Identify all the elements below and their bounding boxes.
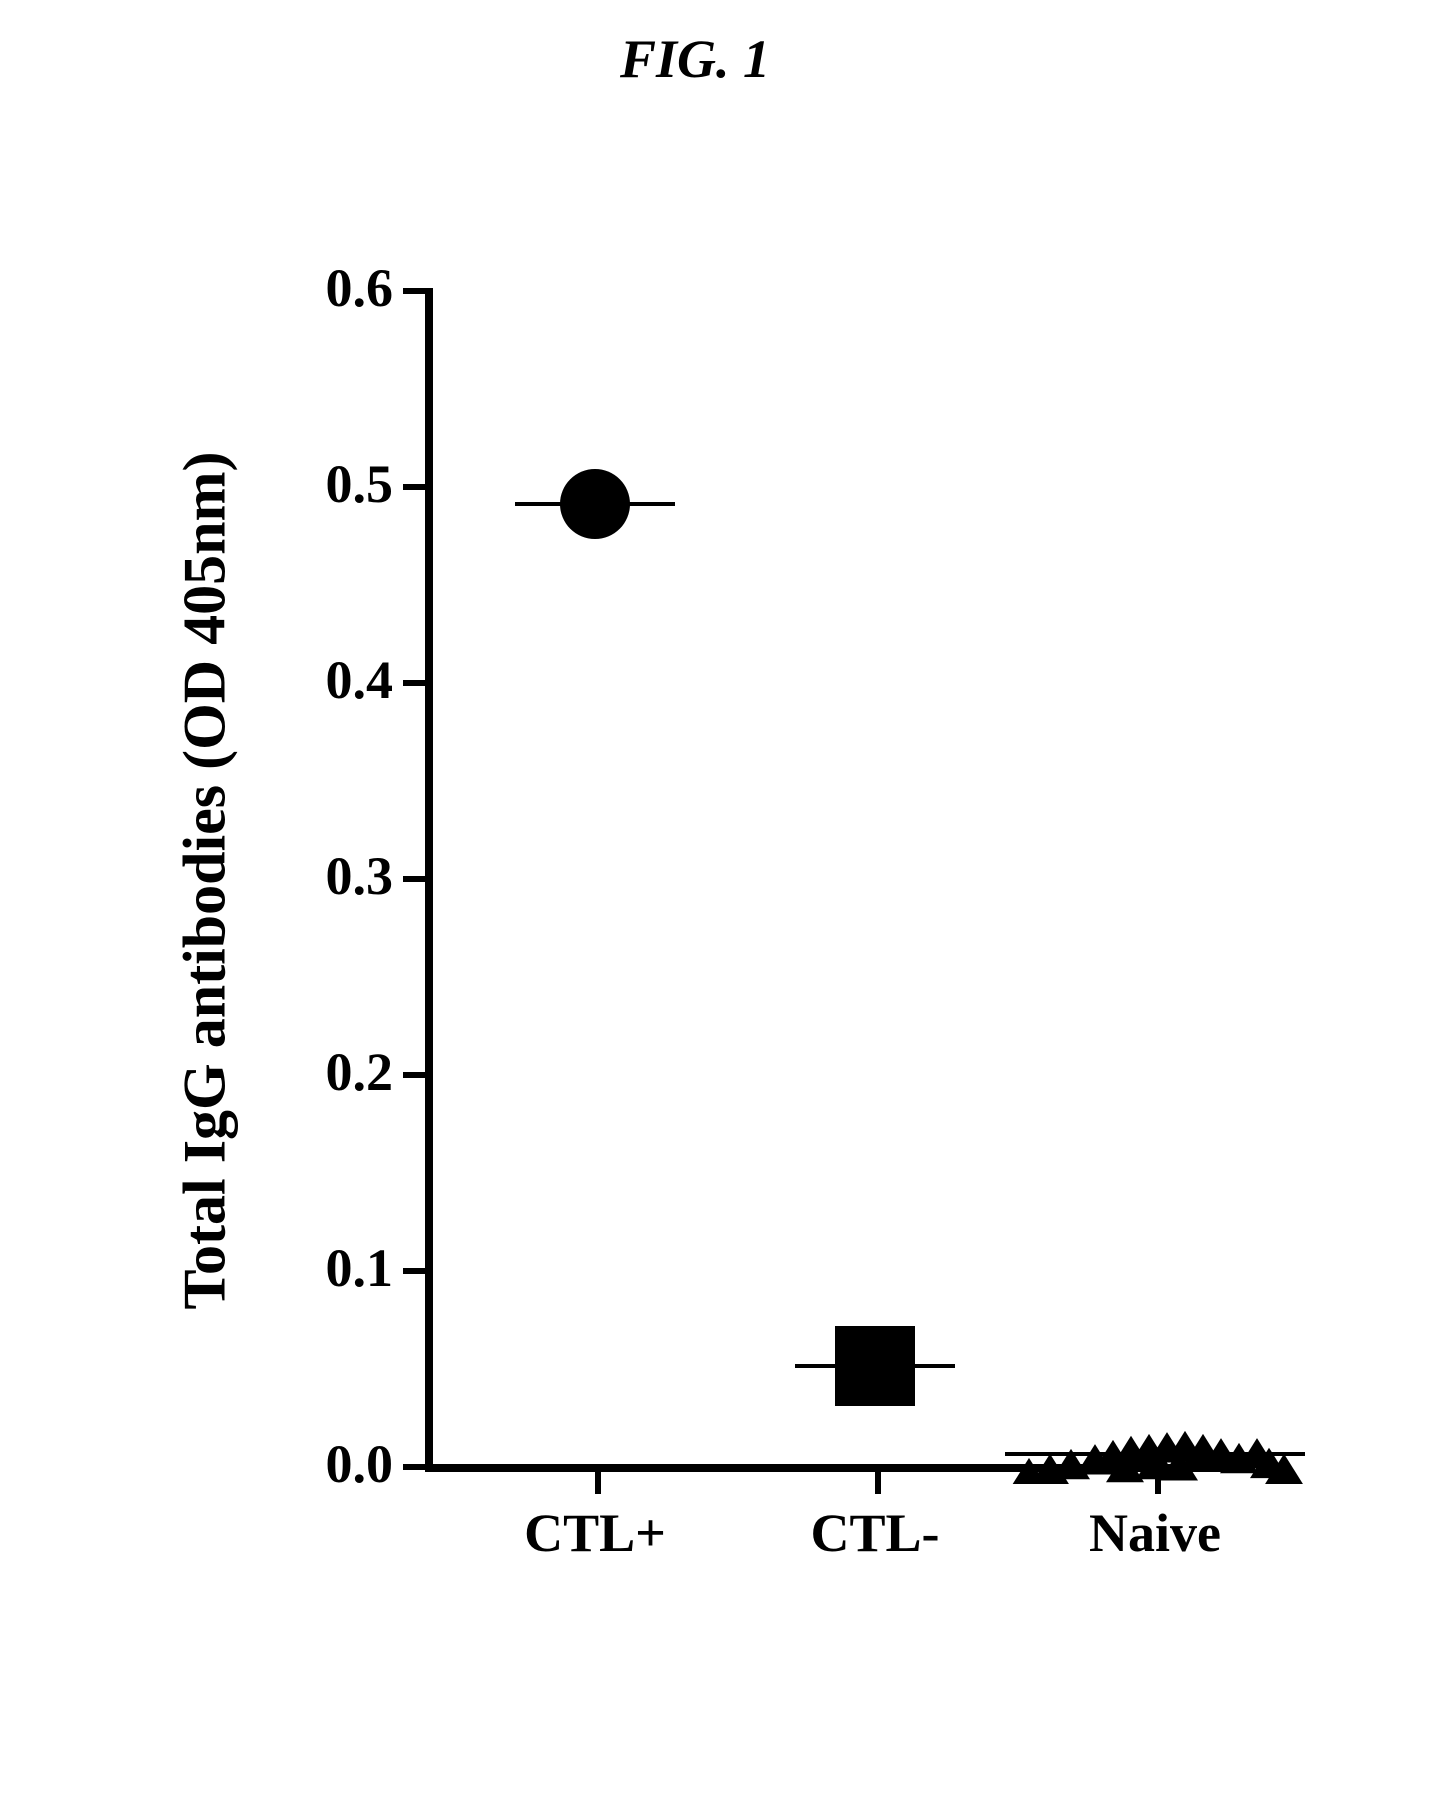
y-tick-label: 0.4 [303, 649, 393, 711]
y-tick [403, 876, 425, 882]
x-tick-label: CTL- [755, 1502, 995, 1564]
figure-title: FIG. 1 [620, 28, 770, 90]
y-tick-label: 0.1 [303, 1237, 393, 1299]
y-axis-label: Total IgG antibodies (OD 405nm) [171, 331, 240, 1431]
y-tick [403, 1464, 425, 1470]
y-tick-label: 0.6 [303, 257, 393, 319]
y-tick [403, 1268, 425, 1274]
x-tick-label: Naive [1035, 1502, 1275, 1564]
y-tick [403, 1072, 425, 1078]
marker-triangle-cluster [1005, 1424, 1305, 1484]
y-tick-label: 0.5 [303, 453, 393, 515]
y-tick-label: 0.2 [303, 1041, 393, 1103]
x-tick [875, 1472, 881, 1494]
x-tick-label: CTL+ [475, 1502, 715, 1564]
y-tick [403, 288, 425, 294]
marker-circle [560, 469, 630, 539]
y-axis-line [425, 288, 433, 1472]
y-tick [403, 680, 425, 686]
y-tick-label: 0.3 [303, 845, 393, 907]
marker-square [835, 1326, 915, 1406]
y-tick-label: 0.0 [303, 1433, 393, 1495]
x-tick [595, 1472, 601, 1494]
y-tick [403, 484, 425, 490]
